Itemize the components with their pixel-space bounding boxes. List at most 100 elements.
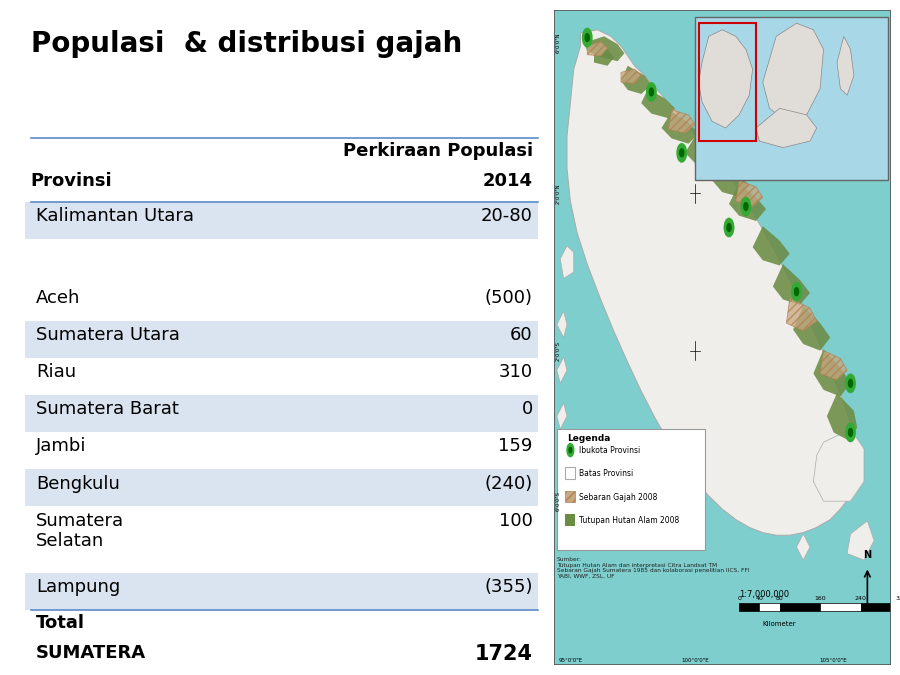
Text: 159: 159 <box>499 437 533 456</box>
Text: (355): (355) <box>484 578 533 597</box>
Circle shape <box>743 202 748 211</box>
Polygon shape <box>594 49 614 65</box>
Text: 95°0'0"E: 95°0'0"E <box>558 658 582 663</box>
Text: SUMATERA: SUMATERA <box>36 644 146 662</box>
Polygon shape <box>560 246 574 279</box>
Text: Bengkulu: Bengkulu <box>36 475 120 493</box>
Text: Aceh: Aceh <box>36 289 80 307</box>
Text: 6°0'0"S: 6°0'0"S <box>555 491 560 511</box>
Polygon shape <box>668 109 695 133</box>
Text: Sumatera Utara: Sumatera Utara <box>36 326 180 344</box>
Circle shape <box>795 288 798 296</box>
Bar <box>760 603 779 611</box>
Polygon shape <box>584 36 625 61</box>
Polygon shape <box>796 534 810 560</box>
Text: Sebaran Gajah 2008: Sebaran Gajah 2008 <box>579 493 657 502</box>
Circle shape <box>569 448 572 453</box>
Text: N: N <box>863 550 871 560</box>
Text: 2014: 2014 <box>482 172 533 190</box>
Polygon shape <box>662 111 698 144</box>
Polygon shape <box>827 393 857 439</box>
Circle shape <box>677 144 687 162</box>
Text: 320: 320 <box>896 597 900 601</box>
Text: 1:7,000,000: 1:7,000,000 <box>739 589 789 599</box>
Circle shape <box>849 429 852 436</box>
Polygon shape <box>837 36 854 95</box>
Text: Kilometer: Kilometer <box>763 621 796 627</box>
Polygon shape <box>847 521 874 560</box>
Polygon shape <box>698 30 752 128</box>
Text: 20-80: 20-80 <box>481 207 533 225</box>
Polygon shape <box>736 180 763 207</box>
Text: 0: 0 <box>521 400 533 418</box>
Polygon shape <box>641 88 675 118</box>
Polygon shape <box>685 136 722 169</box>
Polygon shape <box>763 23 824 122</box>
Text: 100: 100 <box>499 512 533 530</box>
Polygon shape <box>752 226 790 265</box>
Bar <box>565 467 575 479</box>
Circle shape <box>727 223 731 232</box>
Text: 100°0'0"E: 100°0'0"E <box>681 658 709 663</box>
Polygon shape <box>557 403 567 429</box>
Text: Riau: Riau <box>36 363 76 381</box>
Polygon shape <box>756 108 817 148</box>
Bar <box>695 17 887 180</box>
Text: 1724: 1724 <box>475 644 533 664</box>
Text: Jambi: Jambi <box>36 437 86 456</box>
Text: Sumatera
Selatan: Sumatera Selatan <box>36 512 124 549</box>
Circle shape <box>650 88 653 96</box>
Text: (240): (240) <box>484 475 533 493</box>
Polygon shape <box>621 69 641 84</box>
Bar <box>25 395 538 432</box>
Text: Kalimantan Utara: Kalimantan Utara <box>36 207 194 225</box>
Polygon shape <box>773 264 810 305</box>
Text: 2°0'0"N: 2°0'0"N <box>555 183 560 204</box>
Polygon shape <box>729 184 766 221</box>
Polygon shape <box>621 65 652 94</box>
Bar <box>25 202 538 239</box>
Circle shape <box>582 28 592 47</box>
Circle shape <box>567 443 574 457</box>
Polygon shape <box>814 349 850 396</box>
Circle shape <box>585 34 590 42</box>
Bar <box>565 514 575 526</box>
Text: Batas Provinsi: Batas Provinsi <box>579 469 633 478</box>
Polygon shape <box>712 161 749 196</box>
Text: (500): (500) <box>485 289 533 307</box>
Bar <box>860 603 900 611</box>
Text: Sumatera Barat: Sumatera Barat <box>36 400 179 418</box>
Polygon shape <box>567 30 860 535</box>
Bar <box>779 603 820 611</box>
Polygon shape <box>793 306 830 350</box>
Circle shape <box>742 197 751 216</box>
Text: 80: 80 <box>776 597 784 601</box>
Text: Legenda: Legenda <box>567 435 610 443</box>
Text: 240: 240 <box>855 597 867 601</box>
Polygon shape <box>814 429 864 501</box>
Text: 60: 60 <box>510 326 533 344</box>
Text: Populasi  & distribusi gajah: Populasi & distribusi gajah <box>31 30 462 58</box>
Text: 0: 0 <box>737 597 741 601</box>
Text: Total: Total <box>36 614 85 632</box>
Polygon shape <box>557 311 567 338</box>
Polygon shape <box>587 42 608 56</box>
Polygon shape <box>787 298 817 331</box>
Circle shape <box>846 374 855 392</box>
Circle shape <box>646 83 656 101</box>
Text: 160: 160 <box>814 597 826 601</box>
Polygon shape <box>557 357 567 383</box>
Text: Tutupan Hutan Alam 2008: Tutupan Hutan Alam 2008 <box>579 516 680 525</box>
Polygon shape <box>820 350 847 380</box>
Bar <box>698 23 756 141</box>
Text: Perkiraan Populasi: Perkiraan Populasi <box>343 142 533 160</box>
Bar <box>25 321 538 358</box>
Bar <box>739 603 760 611</box>
Circle shape <box>711 159 720 178</box>
Bar <box>565 491 575 502</box>
Text: Ibukota Provinsi: Ibukota Provinsi <box>579 446 640 455</box>
Bar <box>25 573 538 610</box>
Text: Provinsi: Provinsi <box>31 172 112 190</box>
Text: Lampung: Lampung <box>36 578 121 597</box>
Text: 2°0'0"S: 2°0'0"S <box>555 341 560 360</box>
